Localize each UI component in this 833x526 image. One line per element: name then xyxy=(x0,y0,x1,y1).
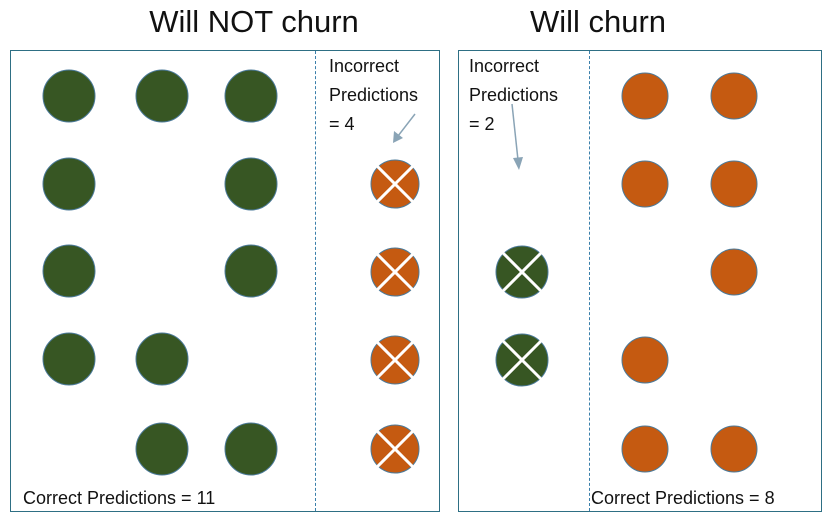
left-correct-dot xyxy=(42,69,96,123)
right-correct-label: Correct Predictions = 8 xyxy=(591,488,775,508)
left-panel-divider xyxy=(315,51,316,511)
left-incorrect-label-line1: Incorrect xyxy=(329,56,400,76)
left-correct-dot xyxy=(224,157,278,211)
right-incorrect-dot xyxy=(495,245,549,299)
left-incorrect-dot xyxy=(370,424,420,474)
right-correct-dot xyxy=(621,425,669,473)
left-correct-dot xyxy=(42,157,96,211)
left-incorrect-dot xyxy=(370,159,420,209)
right-panel-title: Will churn xyxy=(529,4,667,39)
cross-icon xyxy=(376,165,414,203)
left-incorrect-label-line2: Predictions xyxy=(329,85,419,105)
right-incorrect-label-line1: Incorrect xyxy=(469,56,540,76)
cross-icon xyxy=(502,252,542,292)
right-panel: Incorrect Predictions = 2 Correct Predic… xyxy=(458,50,822,512)
left-incorrect-dot xyxy=(370,247,420,297)
left-correct-dot xyxy=(42,244,96,298)
left-correct-dot xyxy=(42,332,96,386)
right-correct-dot xyxy=(710,72,758,120)
right-correct-dot xyxy=(710,425,758,473)
left-incorrect-label-line3: = 4 xyxy=(329,114,355,134)
cross-icon xyxy=(376,253,414,291)
left-arrow-icon xyxy=(393,113,416,143)
right-incorrect-label-line3: = 2 xyxy=(469,114,495,134)
left-correct-dot xyxy=(135,332,189,386)
right-correct-dot xyxy=(621,336,669,384)
left-incorrect-dot xyxy=(370,335,420,385)
right-incorrect-label-line2: Predictions xyxy=(469,85,559,105)
left-correct-label: Correct Predictions = 11 xyxy=(23,488,216,508)
left-panel: Incorrect Predictions = 4 Correct Predic… xyxy=(10,50,440,512)
left-correct-dot xyxy=(135,69,189,123)
right-correct-dot xyxy=(621,160,669,208)
left-correct-dot xyxy=(224,244,278,298)
cross-icon xyxy=(376,341,414,379)
left-correct-dot xyxy=(224,422,278,476)
right-panel-divider xyxy=(589,51,590,511)
right-correct-dot xyxy=(621,72,669,120)
right-correct-dot xyxy=(710,248,758,296)
right-arrow-icon xyxy=(511,103,523,170)
left-correct-dot xyxy=(224,69,278,123)
left-panel-title: Will NOT churn xyxy=(149,4,359,39)
right-correct-dot xyxy=(710,160,758,208)
right-incorrect-dot xyxy=(495,333,549,387)
cross-icon xyxy=(502,340,542,380)
cross-icon xyxy=(376,430,414,468)
left-correct-dot xyxy=(135,422,189,476)
